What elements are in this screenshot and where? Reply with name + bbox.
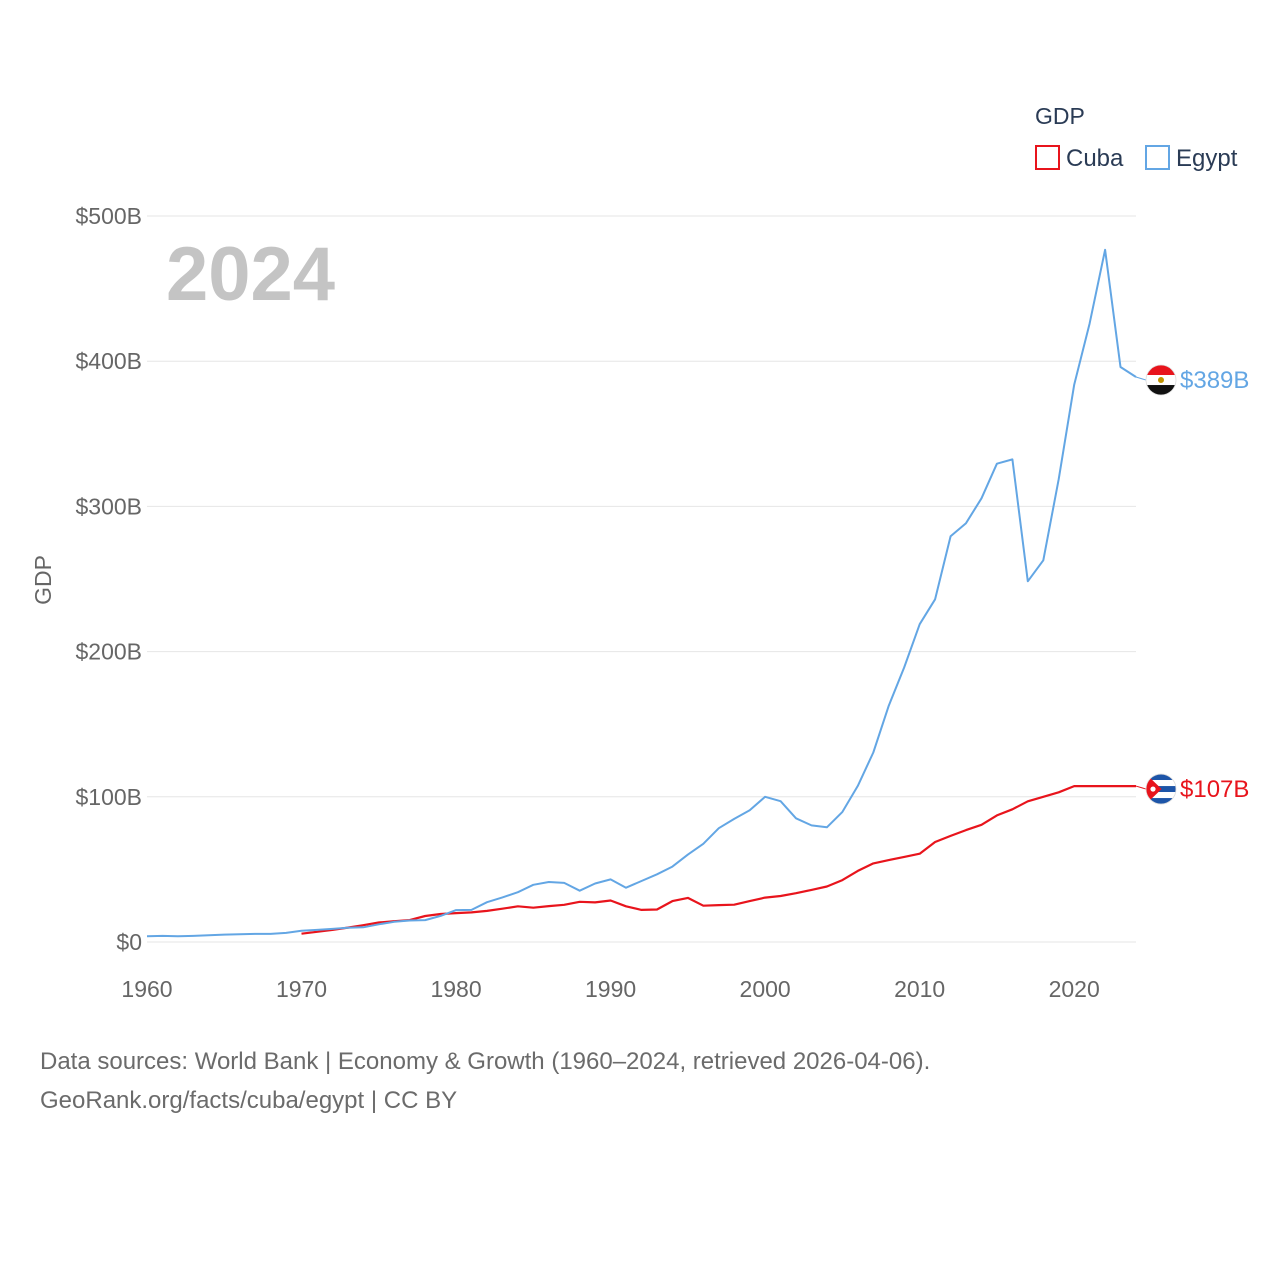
series-lines — [146, 248, 1137, 938]
x-tick-label: 2000 — [740, 976, 791, 1002]
y-tick-label: $100B — [75, 784, 142, 810]
y-axis-title: GDP — [30, 555, 56, 605]
x-axis-ticks: 1960 1970 1980 1990 2000 2010 2020 — [121, 976, 1099, 1002]
end-value-label-egypt: $389B — [1180, 367, 1249, 394]
year-label: 2024 — [166, 232, 335, 317]
end-markers: $107B $389B — [1135, 364, 1249, 805]
legend: GDP Cuba Egypt — [1035, 103, 1238, 172]
legend-item-egypt[interactable]: Egypt — [1145, 145, 1238, 172]
x-tick-label: 1980 — [430, 976, 481, 1002]
y-tick-label: $0 — [116, 929, 142, 955]
source-line-2: GeoRank.org/facts/cuba/egypt | CC BY — [40, 1087, 458, 1114]
end-connector-egypt — [1135, 376, 1147, 381]
series-line-cuba — [301, 784, 1136, 935]
legend-swatch-egypt — [1145, 145, 1170, 170]
legend-swatch-cuba — [1035, 145, 1060, 170]
x-tick-label: 1960 — [121, 976, 172, 1002]
cuba-flag-icon — [1145, 773, 1177, 805]
x-tick-label: 1990 — [585, 976, 636, 1002]
legend-item-cuba[interactable]: Cuba — [1035, 145, 1124, 172]
legend-label-egypt: Egypt — [1176, 145, 1238, 172]
x-tick-label: 1970 — [276, 976, 327, 1002]
y-axis-ticks: $0 $100B $200B $300B $400B $500B — [75, 203, 142, 955]
gdp-line-chart: $0 $100B $200B $300B $400B $500B 1960 1970 1980… — [30, 103, 1249, 1002]
end-connector-cuba — [1135, 785, 1147, 790]
source-line-1: Data sources: World Bank | Economy & Gro… — [40, 1048, 931, 1075]
end-value-label-cuba: $107B — [1180, 776, 1249, 803]
x-tick-label: 2010 — [894, 976, 945, 1002]
y-tick-label: $400B — [75, 348, 142, 374]
y-tick-label: $300B — [75, 493, 142, 519]
series-line-egypt — [146, 248, 1137, 938]
legend-label-cuba: Cuba — [1066, 145, 1124, 172]
y-tick-label: $500B — [75, 203, 142, 229]
egypt-flag-icon — [1145, 364, 1177, 396]
x-tick-label: 2020 — [1049, 976, 1100, 1002]
gridlines — [147, 215, 1136, 943]
y-tick-label: $200B — [75, 639, 142, 665]
legend-title: GDP — [1035, 103, 1085, 129]
source-note: Data sources: World Bank | Economy & Gro… — [40, 1042, 930, 1120]
